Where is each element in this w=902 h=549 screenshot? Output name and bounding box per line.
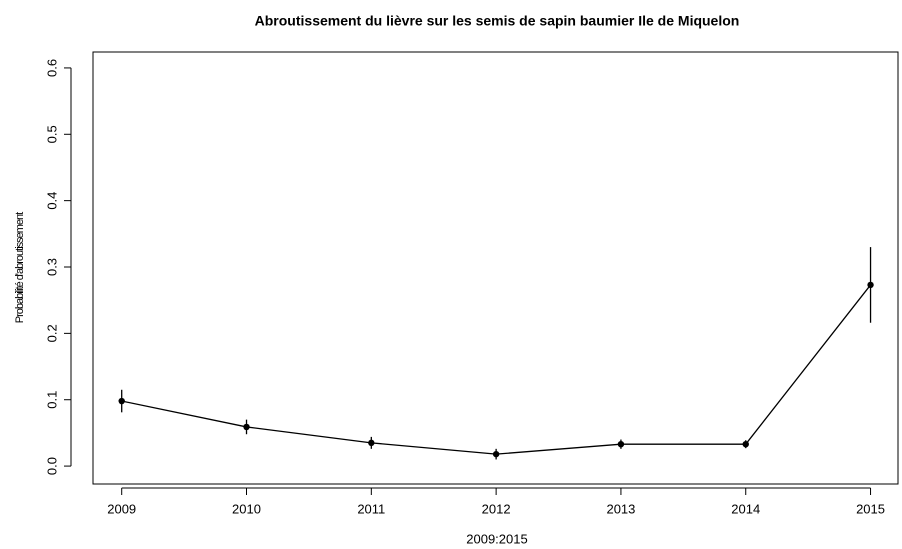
x-tick-label: 2011	[357, 501, 385, 516]
point	[742, 440, 749, 448]
point	[867, 281, 874, 289]
x-tick-label: 2015	[856, 501, 885, 516]
x-tick-label: 2014	[731, 501, 760, 516]
x-tick-label: 2012	[482, 501, 511, 516]
plot-frame	[92, 51, 899, 485]
point	[243, 423, 250, 431]
x-tick-label: 2009	[107, 501, 136, 516]
y-tick-label: 0.4	[44, 192, 59, 210]
y-tick-label: 0.0	[44, 457, 59, 475]
point	[118, 397, 125, 405]
point	[617, 440, 625, 448]
x-axis-label: 2009:2015	[466, 531, 527, 546]
x-tick-label: 2013	[606, 501, 635, 516]
point	[492, 450, 500, 458]
y-tick-label: 0.2	[44, 324, 59, 342]
y-tick-label: 0.5	[44, 125, 59, 143]
y-axis-label: Probabilité d'abroutissement	[14, 212, 26, 323]
chart-title: Abroutissement du lièvre sur les semis d…	[255, 13, 740, 29]
y-tick-label: 0.6	[44, 59, 59, 77]
x-tick-label: 2010	[232, 501, 261, 516]
y-tick-label: 0.3	[44, 258, 59, 276]
point	[368, 439, 375, 447]
y-tick-label: 0.1	[44, 391, 59, 409]
